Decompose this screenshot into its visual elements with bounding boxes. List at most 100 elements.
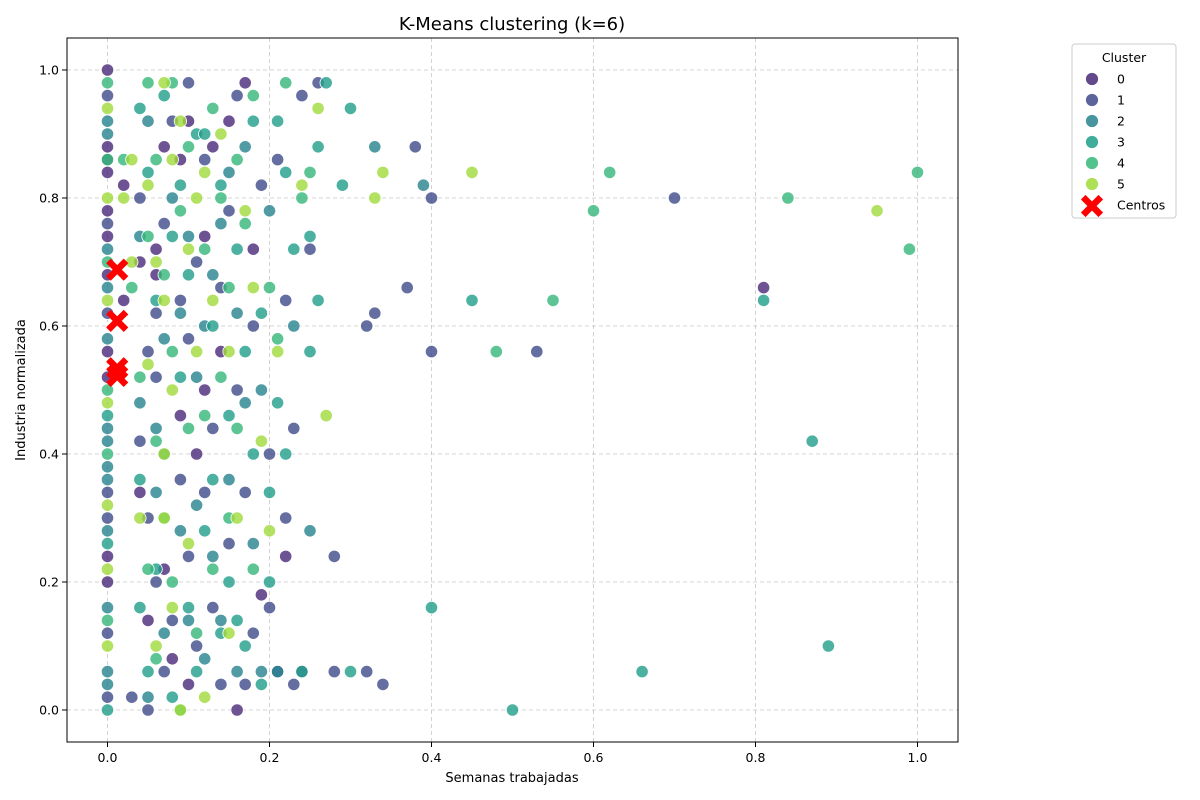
data-point-cluster-2 [100, 127, 115, 141]
series-cluster-5 [100, 76, 884, 717]
data-point-cluster-3 [133, 101, 147, 116]
data-point-cluster-3 [254, 677, 268, 692]
data-point-cluster-1 [157, 217, 171, 231]
data-point-cluster-3 [343, 664, 358, 679]
legend-item-4: 4 [1085, 156, 1125, 171]
data-point-cluster-1 [246, 319, 260, 333]
legend-item-1: 1 [1085, 93, 1125, 108]
y-tick-label: 0.0 [39, 703, 59, 718]
data-point-cluster-3 [246, 447, 260, 461]
data-point-cluster-5 [165, 600, 179, 615]
data-point-cluster-3 [157, 89, 171, 103]
data-point-cluster-3 [805, 434, 819, 448]
data-point-cluster-0 [100, 229, 115, 243]
data-point-cluster-3 [173, 370, 187, 384]
legend-item-centros: Centros [1080, 194, 1165, 218]
data-point-cluster-0 [157, 140, 171, 154]
data-point-cluster-0 [756, 280, 771, 295]
data-point-cluster-3 [214, 178, 228, 192]
data-point-cluster-0 [222, 114, 236, 128]
data-point-cluster-2 [181, 229, 196, 243]
data-point-cluster-4 [100, 613, 115, 628]
data-point-cluster-1 [214, 677, 228, 692]
data-point-cluster-1 [198, 485, 212, 499]
data-point-cluster-1 [181, 549, 196, 564]
data-point-cluster-3 [198, 127, 212, 141]
data-point-cluster-5 [246, 280, 260, 295]
data-point-cluster-1 [238, 677, 252, 692]
data-point-cluster-1 [141, 703, 155, 717]
data-point-cluster-1 [149, 306, 163, 320]
data-point-cluster-2 [198, 652, 212, 666]
data-point-cluster-3 [222, 408, 236, 423]
data-point-cluster-0 [181, 677, 196, 692]
data-point-cluster-0 [100, 63, 115, 77]
data-point-cluster-1 [270, 153, 285, 167]
data-point-cluster-3 [821, 639, 836, 653]
data-point-cluster-2 [303, 524, 317, 538]
data-point-cluster-1 [206, 600, 220, 615]
data-point-cluster-5 [157, 447, 171, 461]
data-point-cluster-1 [206, 421, 220, 435]
data-point-cluster-1 [408, 140, 422, 154]
data-point-cluster-0 [246, 242, 260, 256]
data-point-cluster-1 [530, 344, 544, 359]
data-point-cluster-5 [165, 383, 179, 397]
data-point-cluster-2 [100, 600, 115, 615]
data-point-cluster-2 [100, 460, 115, 474]
data-point-cluster-1 [141, 344, 155, 359]
data-point-cluster-1 [287, 677, 301, 692]
data-point-cluster-2 [238, 140, 252, 154]
data-point-cluster-1 [157, 664, 171, 679]
data-point-cluster-0 [141, 613, 155, 628]
data-point-cluster-4 [910, 165, 925, 179]
legend: Cluster 0 1 2 3 4 5 Centros [1071, 43, 1177, 219]
data-point-cluster-1 [376, 677, 390, 692]
data-point-cluster-3 [270, 396, 285, 410]
data-point-cluster-2 [230, 664, 244, 679]
data-point-cluster-0 [133, 485, 147, 499]
data-point-cluster-2 [214, 217, 228, 231]
data-point-cluster-5 [100, 191, 115, 205]
data-point-cluster-2 [230, 306, 244, 320]
data-point-cluster-1 [181, 76, 196, 90]
data-point-cluster-3 [190, 664, 204, 679]
legend-label: 3 [1117, 135, 1125, 150]
data-point-cluster-3 [287, 242, 301, 256]
legend-title: Cluster [1102, 50, 1147, 65]
legend-item-3: 3 [1085, 135, 1125, 150]
data-point-cluster-5 [100, 498, 115, 512]
data-point-cluster-4 [206, 562, 220, 576]
data-point-cluster-4 [902, 242, 917, 256]
data-point-cluster-2 [214, 613, 228, 628]
legend-marker-2 [1085, 114, 1099, 128]
data-point-cluster-5 [165, 153, 179, 167]
data-point-cluster-0 [100, 344, 115, 359]
x-tick-label: 0.4 [422, 750, 442, 765]
data-point-cluster-0 [149, 242, 163, 256]
data-point-cluster-3 [303, 344, 317, 359]
data-point-cluster-2 [238, 396, 252, 410]
data-point-cluster-2 [149, 485, 163, 499]
y-tick-label: 0.8 [39, 191, 59, 206]
data-point-cluster-1 [262, 447, 277, 461]
data-point-cluster-0 [100, 575, 115, 589]
data-point-cluster-1 [400, 280, 414, 295]
data-point-cluster-4 [100, 383, 115, 397]
data-point-cluster-1 [368, 306, 382, 320]
data-point-cluster-4 [141, 229, 155, 243]
y-axis-ticks: 0.0 0.2 0.4 0.6 0.8 1.0 [39, 63, 67, 718]
y-tick-label: 0.6 [39, 319, 59, 334]
data-point-cluster-2 [222, 472, 236, 487]
data-point-cluster-5 [149, 255, 163, 269]
data-point-cluster-0 [165, 652, 179, 666]
data-point-cluster-1 [360, 319, 374, 333]
legend-label: 4 [1117, 156, 1125, 171]
data-point-cluster-5 [270, 344, 285, 359]
data-point-cluster-3 [230, 613, 244, 628]
data-point-cluster-4 [303, 165, 317, 179]
data-point-cluster-4 [165, 344, 179, 359]
data-point-cluster-4 [100, 76, 115, 90]
legend-marker-1 [1085, 93, 1099, 107]
